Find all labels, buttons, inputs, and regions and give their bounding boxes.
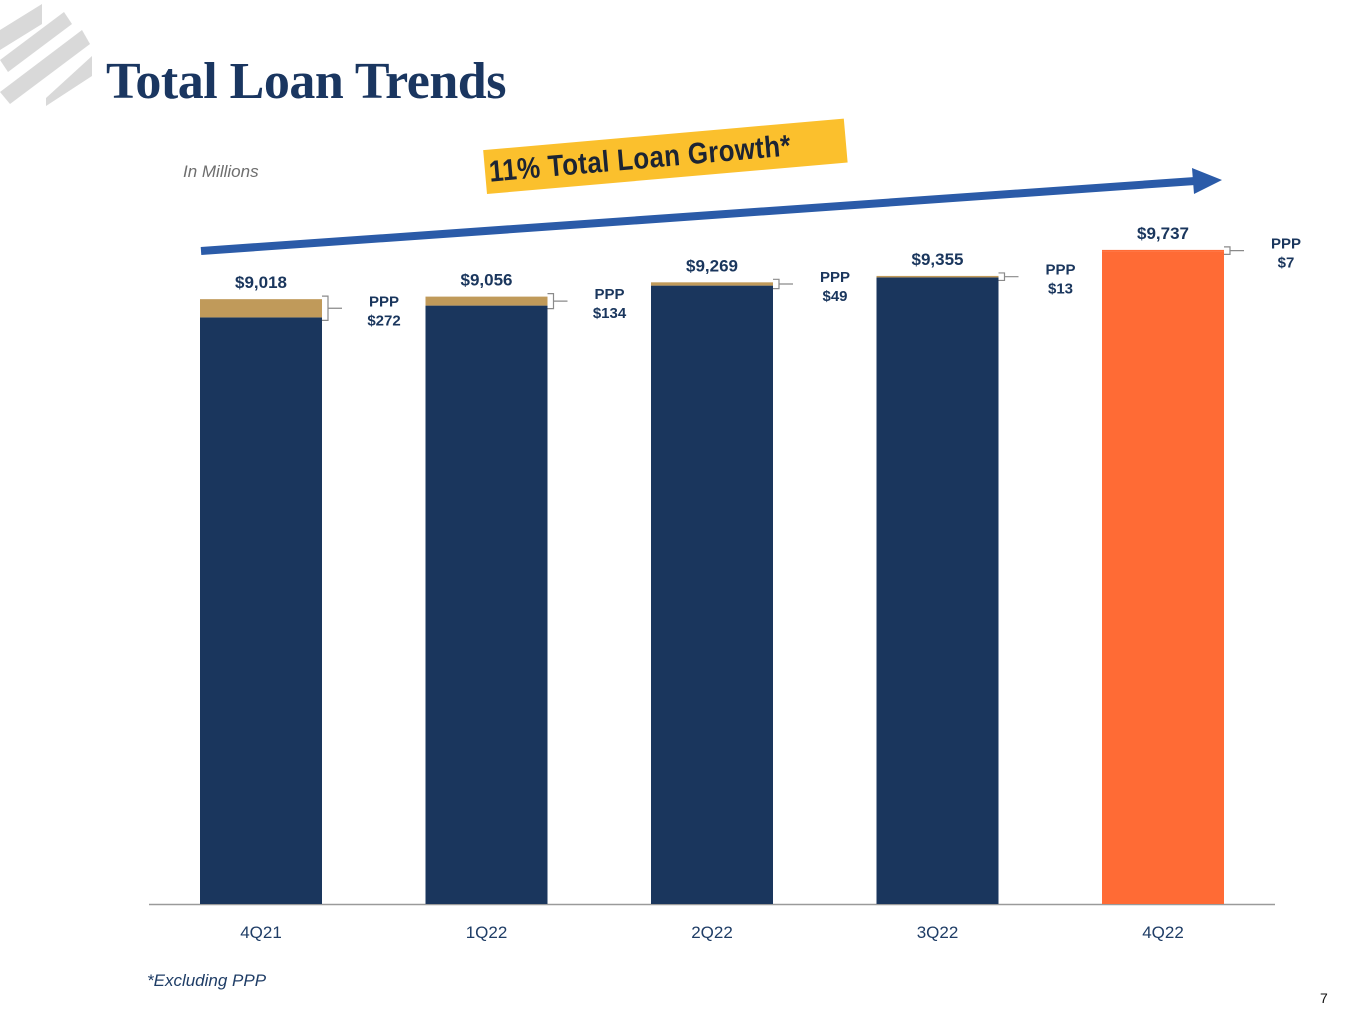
x-tick-label-2Q22: 2Q22 xyxy=(691,923,733,942)
page-number: 7 xyxy=(1320,990,1328,1006)
ppp-value-1Q22: $134 xyxy=(593,305,627,322)
ppp-bracket-1Q22 xyxy=(547,293,568,310)
units-subtitle: In Millions xyxy=(183,162,259,181)
ppp-value-3Q22: $13 xyxy=(1048,281,1073,298)
bar-ppp-4Q21 xyxy=(200,299,322,318)
ppp-bracket-3Q22 xyxy=(998,272,1019,282)
bar-ppp-3Q22 xyxy=(876,275,999,278)
ppp-bracket-4Q22 xyxy=(1224,246,1244,256)
total-label-4Q22: $9,737 xyxy=(1137,224,1189,243)
bar-core-2Q22 xyxy=(651,285,773,904)
total-label-2Q22: $9,269 xyxy=(686,256,738,275)
ppp-bracket-2Q22 xyxy=(773,278,793,290)
total-label-3Q22: $9,355 xyxy=(912,250,964,269)
ppp-value-4Q22: $7 xyxy=(1278,255,1295,272)
growth-arrow-head xyxy=(1192,168,1222,194)
ppp-label-2Q22: PPP xyxy=(820,269,850,286)
bar-core-4Q22 xyxy=(1102,251,1224,904)
ppp-label-1Q22: PPP xyxy=(594,286,624,303)
total-label-1Q22: $9,056 xyxy=(461,271,513,290)
ppp-value-2Q22: $49 xyxy=(822,288,847,305)
bar-ppp-4Q22 xyxy=(1102,249,1224,252)
total-label-4Q21: $9,018 xyxy=(235,273,287,292)
bar-core-1Q22 xyxy=(425,305,548,904)
ppp-label-3Q22: PPP xyxy=(1045,262,1075,279)
x-tick-label-4Q22: 4Q22 xyxy=(1142,923,1184,942)
company-logo xyxy=(0,4,92,106)
x-tick-label-3Q22: 3Q22 xyxy=(917,923,959,942)
x-tick-label-4Q21: 4Q21 xyxy=(240,923,282,942)
bar-core-4Q21 xyxy=(200,317,322,904)
ppp-bracket-4Q21 xyxy=(322,295,342,321)
x-tick-label-1Q22: 1Q22 xyxy=(466,923,508,942)
ppp-label-4Q22: PPP xyxy=(1271,236,1301,253)
bar-ppp-2Q22 xyxy=(651,282,773,286)
footnote: *Excluding PPP xyxy=(147,971,267,990)
ppp-label-4Q21: PPP xyxy=(369,293,399,310)
growth-arrow xyxy=(200,168,1222,255)
ppp-value-4Q21: $272 xyxy=(367,312,400,329)
growth-arrow-shaft xyxy=(200,177,1196,255)
bar-core-3Q22 xyxy=(876,277,999,905)
page-title: Total Loan Trends xyxy=(106,53,506,110)
bar-ppp-1Q22 xyxy=(425,296,548,306)
